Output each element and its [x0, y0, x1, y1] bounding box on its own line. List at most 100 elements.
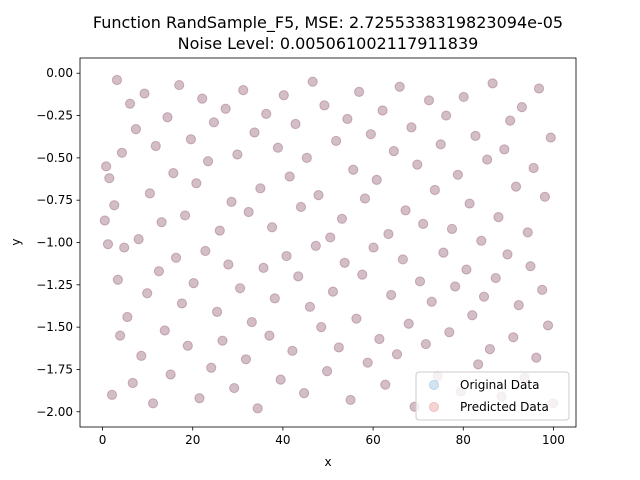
original-point	[525, 261, 536, 272]
original-point	[284, 171, 295, 182]
original-point	[156, 217, 167, 228]
predicted-point	[202, 156, 214, 167]
predicted-point	[403, 318, 414, 329]
original-point	[365, 129, 376, 140]
original-point	[232, 149, 243, 160]
predicted-point	[208, 117, 220, 128]
predicted-point	[528, 162, 539, 174]
y-axis-label: y	[9, 238, 23, 245]
original-point	[307, 76, 318, 87]
original-point	[104, 173, 115, 184]
predicted-point	[249, 127, 260, 138]
predicted-point	[106, 389, 118, 400]
original-point	[403, 318, 414, 329]
predicted-point	[508, 332, 519, 343]
predicted-point	[374, 333, 385, 345]
legend-label-predicted: Predicted Data	[460, 400, 549, 414]
predicted-point	[156, 217, 167, 228]
original-point	[313, 190, 324, 201]
original-point	[397, 254, 408, 265]
predicted-point	[261, 108, 272, 119]
predicted-point	[307, 76, 318, 87]
original-point	[380, 379, 391, 390]
predicted-point	[522, 227, 533, 238]
original-point	[295, 201, 307, 213]
original-point	[249, 127, 260, 138]
predicted-point	[104, 173, 115, 184]
original-point	[319, 100, 330, 111]
legend: Original Data Predicted Data	[415, 371, 570, 421]
predicted-point	[336, 213, 348, 224]
original-point	[111, 74, 123, 86]
predicted-point	[499, 144, 510, 155]
original-point	[388, 146, 399, 157]
predicted-point	[112, 274, 123, 285]
predicted-point	[206, 362, 217, 373]
original-point	[545, 132, 556, 143]
original-point	[206, 362, 217, 373]
original-point	[476, 235, 487, 246]
predicted-point	[444, 327, 455, 338]
original-point	[170, 252, 182, 263]
predicted-point	[124, 98, 136, 109]
predicted-point	[377, 105, 388, 116]
predicted-point	[327, 286, 339, 297]
predicted-point	[354, 86, 365, 97]
original-point	[487, 78, 498, 89]
original-point	[115, 330, 126, 341]
original-point	[293, 271, 304, 282]
predicted-point	[478, 291, 490, 302]
predicted-point	[359, 193, 371, 204]
original-point	[185, 134, 197, 145]
original-point	[539, 191, 550, 202]
original-point	[101, 161, 112, 172]
original-point	[452, 169, 463, 180]
original-point	[133, 234, 144, 245]
original-point	[281, 250, 292, 262]
predicted-point	[537, 284, 548, 295]
predicted-point	[394, 81, 405, 92]
predicted-point	[493, 212, 504, 223]
predicted-point	[435, 139, 446, 150]
legend-label-original: Original Data	[460, 378, 539, 392]
original-point	[106, 389, 118, 400]
predicted-point	[333, 342, 344, 353]
original-point	[234, 283, 246, 294]
original-point	[354, 86, 365, 97]
original-point	[446, 223, 458, 235]
original-point	[197, 93, 208, 104]
original-point	[122, 311, 133, 323]
original-point	[423, 95, 435, 106]
original-point	[533, 83, 545, 94]
original-point	[438, 247, 449, 258]
predicted-point	[513, 300, 524, 311]
original-point	[458, 91, 469, 103]
original-point	[299, 388, 310, 399]
original-point	[505, 115, 516, 126]
original-point	[386, 289, 397, 301]
x-tick-label: 40	[275, 433, 290, 447]
predicted-point	[400, 205, 411, 216]
x-axis-ticks: 0 20 40 60 80 100	[99, 427, 565, 447]
original-point	[220, 103, 231, 114]
predicted-point	[473, 359, 484, 370]
predicted-point	[142, 288, 153, 299]
predicted-point	[418, 218, 429, 229]
predicted-point	[109, 200, 120, 211]
predicted-point	[272, 142, 284, 153]
predicted-point	[545, 132, 556, 143]
predicted-point	[295, 201, 307, 213]
original-point	[226, 196, 237, 207]
original-point	[243, 206, 254, 218]
original-point	[383, 228, 394, 240]
original-point	[287, 345, 298, 356]
predicted-point	[232, 149, 243, 160]
original-point	[473, 359, 484, 370]
predicted-point	[542, 320, 554, 331]
original-point	[345, 394, 356, 406]
original-point	[127, 377, 138, 389]
original-point	[406, 122, 417, 133]
predicted-point	[339, 257, 350, 268]
original-point	[112, 274, 123, 285]
predicted-point	[391, 349, 403, 360]
